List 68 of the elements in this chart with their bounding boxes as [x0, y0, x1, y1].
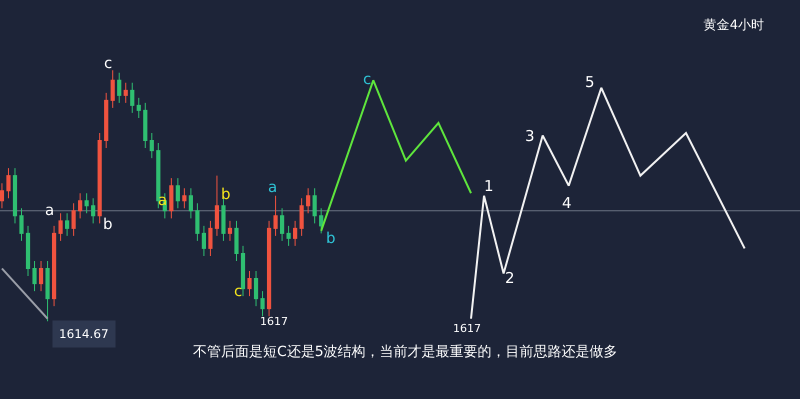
candlestick: [202, 225, 206, 256]
candlestick: [195, 202, 200, 242]
annotation: 1617: [260, 315, 288, 328]
candlestick: [84, 192, 89, 214]
candlestick: [150, 132, 154, 159]
text: 1617: [453, 322, 481, 335]
candlestick: [254, 270, 258, 307]
candlestick: [300, 198, 304, 236]
candlestick: [188, 188, 193, 219]
candlestick: [26, 225, 30, 277]
candlestick: [104, 92, 108, 149]
annotation: a: [45, 201, 54, 219]
candlestick: [273, 195, 278, 236]
candlestick: [19, 208, 24, 242]
candlestick: [293, 220, 298, 246]
candlestick: [52, 225, 56, 307]
annotation: c: [234, 282, 242, 300]
candlestick: [247, 270, 252, 297]
candlestick: [260, 290, 265, 317]
candlestick: [124, 82, 128, 104]
annotation: a: [268, 178, 278, 196]
candlestick: [306, 188, 310, 214]
text: 不管后面是短C还是5波结构，当前才是最重要的，目前思路还是做多: [193, 344, 618, 360]
candlestick: [91, 198, 96, 224]
candlestick: [234, 220, 239, 262]
annotation: c: [363, 70, 372, 88]
candlestick: [38, 260, 44, 292]
candlestick: [280, 208, 284, 242]
candlestick: [98, 132, 102, 224]
candlestick: [214, 175, 220, 236]
annotation: b: [221, 185, 231, 203]
annotation: 5: [585, 73, 595, 91]
candlestick: [182, 188, 186, 209]
candlestick: [72, 202, 76, 236]
annotation: 2: [505, 269, 515, 287]
candlestick: [130, 82, 134, 114]
candlestick: [6, 168, 11, 199]
candlestick: [58, 212, 63, 242]
annotation: 1: [484, 177, 494, 195]
candlestick: [32, 260, 37, 292]
candlestick: [221, 198, 226, 242]
annotation: a: [158, 191, 168, 209]
candlestick: [0, 182, 4, 209]
annotation: 3: [525, 127, 535, 145]
chart-title: 黄金4小时: [704, 18, 764, 34]
candlestick: [12, 168, 18, 224]
candlestick: [240, 245, 246, 297]
candlestick: [136, 97, 141, 118]
candlestick: [208, 220, 213, 256]
candlestick: [45, 260, 50, 322]
candlestick: [266, 220, 272, 317]
candlestick: [176, 178, 180, 209]
candlestick: [110, 70, 115, 108]
annotation: 4: [562, 194, 572, 212]
candlestick: [143, 102, 148, 149]
annotation: b: [326, 229, 336, 247]
annotation: b: [103, 215, 113, 233]
candlestick: [117, 72, 122, 104]
annotation: c: [104, 54, 112, 72]
candlestick: [286, 225, 291, 246]
candlestick: [312, 188, 317, 224]
candlestick: [319, 208, 324, 234]
candlestick: [228, 220, 232, 242]
candlestick: [156, 142, 160, 209]
text: 1614.67: [59, 327, 109, 341]
candlestick: [78, 192, 82, 219]
candlestick: [65, 212, 70, 236]
candlestick: [169, 178, 174, 219]
